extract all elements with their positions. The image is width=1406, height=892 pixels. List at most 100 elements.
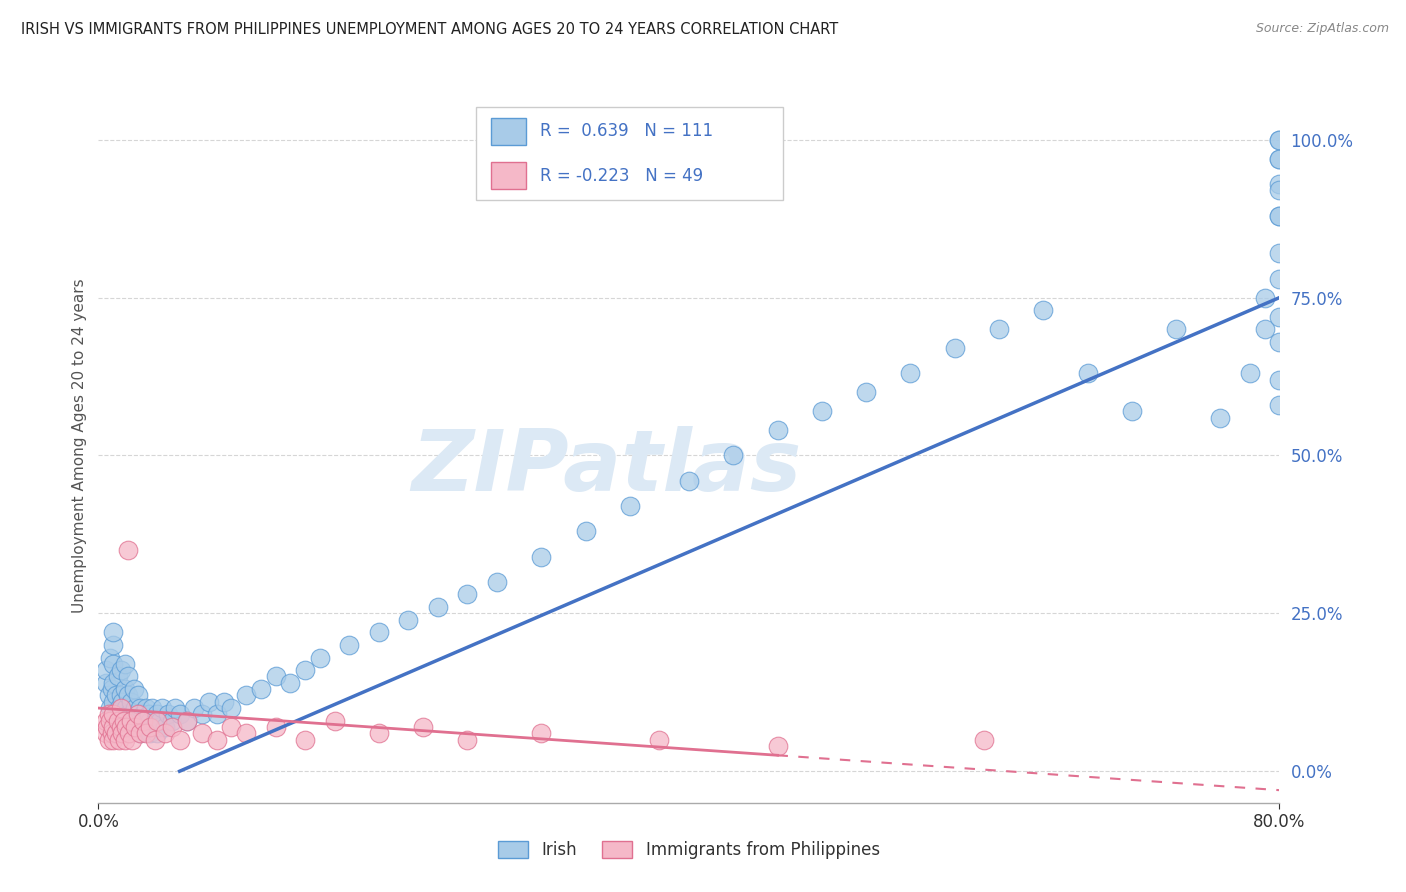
Point [103,732,125,747]
Point [120,695,142,709]
Point [120,714,142,728]
Point [128,726,150,740]
Point [457,732,479,747]
Point [1268,246,1291,260]
Point [97,707,120,722]
Point [1268,133,1291,147]
Point [108,701,131,715]
Point [1268,271,1291,285]
Point [112,707,135,722]
Point [146,726,169,740]
Point [103,625,125,640]
Point [94,726,117,740]
Point [143,732,166,747]
Point [309,650,332,665]
Point [250,682,273,697]
Point [128,701,150,715]
Point [146,714,169,728]
Point [115,720,138,734]
Point [132,707,155,722]
Point [1268,133,1291,147]
Point [678,474,700,488]
Text: ZIPatlas: ZIPatlas [411,425,801,509]
Point [156,707,179,722]
Y-axis label: Unemployment Among Ages 20 to 24 years: Unemployment Among Ages 20 to 24 years [72,278,87,614]
Text: IRISH VS IMMIGRANTS FROM PHILIPPINES UNEMPLOYMENT AMONG AGES 20 TO 24 YEARS CORR: IRISH VS IMMIGRANTS FROM PHILIPPINES UNE… [21,22,838,37]
Point [323,714,346,728]
Point [103,720,125,734]
Point [127,707,149,722]
Point [100,726,122,740]
Point [457,587,479,601]
Point [110,663,132,677]
Point [191,726,214,740]
Point [988,322,1011,336]
Point [1268,334,1291,349]
Point [1254,322,1277,336]
Point [530,726,553,740]
Point [103,707,125,722]
Point [169,707,191,722]
Point [117,707,139,722]
Point [103,657,125,671]
Bar [491,118,526,145]
Point [1077,367,1099,381]
Point [108,732,131,747]
Point [1268,177,1291,191]
Point [619,499,641,513]
Point [117,669,139,683]
Point [148,720,170,734]
Text: Source: ZipAtlas.com: Source: ZipAtlas.com [1256,22,1389,36]
Point [114,657,136,671]
Point [122,682,145,697]
Point [107,669,129,683]
Point [169,732,191,747]
Point [575,524,598,539]
Point [110,720,132,734]
Point [139,714,162,728]
Point [97,732,120,747]
Point [398,613,420,627]
Point [94,663,117,677]
Point [264,720,287,734]
Point [1268,310,1291,324]
Point [176,714,198,728]
Point [124,720,146,734]
Point [221,720,243,734]
Point [1032,303,1054,318]
Point [103,638,125,652]
Point [97,689,120,703]
Point [235,726,257,740]
Point [139,720,162,734]
Point [1268,209,1291,223]
Point [117,689,139,703]
Point [146,707,169,722]
Point [810,404,832,418]
Point [139,726,162,740]
Legend: Irish, Immigrants from Philippines: Irish, Immigrants from Philippines [498,840,880,859]
Bar [491,162,526,189]
Point [412,720,434,734]
Point [221,701,243,715]
Point [162,720,183,734]
Point [127,689,149,703]
Point [103,695,125,709]
Point [1166,322,1188,336]
Point [1268,209,1291,223]
Point [1239,367,1261,381]
Point [486,574,509,589]
Point [94,714,117,728]
Point [111,695,134,709]
Point [1268,183,1291,197]
Point [150,701,173,715]
Text: R = -0.223   N = 49: R = -0.223 N = 49 [540,167,703,185]
Point [1268,152,1291,166]
Point [110,689,132,703]
Point [143,720,166,734]
Point [1268,373,1291,387]
Point [100,682,122,697]
Point [723,449,745,463]
Point [766,423,789,437]
Point [132,714,155,728]
Point [943,341,966,355]
